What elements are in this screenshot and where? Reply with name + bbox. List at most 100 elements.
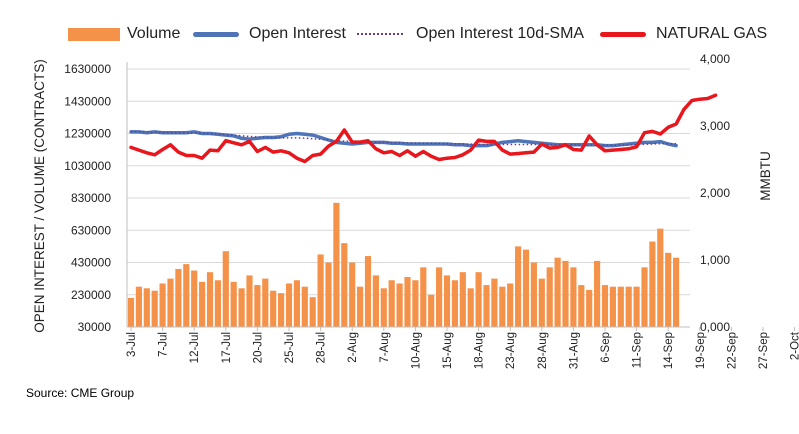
volume-bar [546, 267, 553, 327]
volume-bar [586, 289, 593, 327]
legend-natural-gas-swatch [600, 31, 646, 37]
x-tick-label: 19-Sep [695, 332, 707, 369]
volume-bar [617, 286, 624, 327]
volume-bar [475, 272, 482, 327]
volume-bar [317, 254, 324, 327]
volume-bar [159, 283, 166, 327]
volume-bar [443, 275, 451, 327]
legend-volume: Volume [68, 22, 180, 46]
volume-bar [570, 267, 577, 327]
left-tick-label: 430000 [71, 256, 111, 270]
x-tick-label: 31-Aug [568, 332, 580, 369]
volume-bar [396, 283, 403, 327]
volume-bar [341, 243, 348, 327]
volume-bar [301, 286, 308, 327]
x-tick-label: 2-Aug [347, 332, 359, 363]
x-tick-label: 28-Jul [316, 332, 328, 363]
volume-bar [278, 293, 285, 327]
volume-bar [254, 285, 261, 327]
left-tick-label: 1030000 [64, 159, 111, 173]
legend-sma: Open Interest 10d-SMA [357, 22, 584, 46]
volume-bar [515, 246, 522, 327]
legend-natural-gas-label: NATURAL GAS [656, 25, 768, 42]
volume-bar [499, 286, 506, 327]
x-axis-ticks: 3-Jul 7-Jul 12-Jul 17-Jul 20-Jul 25-Jul 28-Jul… [126, 327, 799, 369]
volume-bar [609, 286, 616, 327]
volume-bars [127, 202, 680, 327]
volume-bar [262, 278, 269, 327]
volume-bar [507, 283, 514, 327]
volume-bar [293, 280, 300, 327]
x-tick-label: 20-Jul [252, 332, 264, 363]
left-tick-label: 1430000 [64, 94, 111, 108]
grid-lines [127, 68, 690, 296]
volume-bar [325, 262, 332, 327]
legend-open-interest: Open Interest [193, 22, 346, 46]
volume-bar [238, 288, 245, 327]
left-tick-label: 1230000 [64, 127, 111, 141]
right-tick-label: 2,000 [700, 186, 730, 200]
x-tick-label: 17-Jul [221, 332, 233, 363]
volume-bar [230, 281, 237, 327]
right-tick-label: 4,000 [700, 52, 730, 66]
volume-bar [578, 285, 585, 327]
volume-bar [483, 285, 490, 327]
source-note: Source: CME Group [26, 386, 135, 400]
volume-bar [183, 264, 190, 327]
x-tick-label: 10-Aug [410, 332, 422, 369]
volume-bar [641, 267, 648, 327]
x-tick-label: 15-Aug [442, 332, 454, 369]
x-tick-label: 3-Jul [126, 332, 138, 357]
volume-bar [135, 286, 142, 327]
volume-bar [412, 280, 419, 327]
volume-bar [594, 260, 601, 327]
volume-bar [491, 278, 498, 327]
volume-bar [309, 297, 316, 327]
volume-bar [357, 286, 364, 327]
right-tick-label: 0,000 [700, 320, 730, 334]
volume-bar [214, 280, 221, 327]
volume-bar [633, 286, 640, 327]
volume-bar [428, 294, 435, 327]
legend-open-interest-label: Open Interest [249, 25, 346, 42]
volume-bar [167, 278, 174, 327]
x-tick-label: 25-Jul [284, 332, 296, 363]
volume-bar [151, 290, 158, 327]
right-axis-title: MMBTU [758, 151, 773, 201]
volume-bar [522, 249, 530, 327]
legend: Volume Open Interest Open Interest 10d-S… [0, 22, 799, 46]
legend-open-interest-swatch [193, 31, 239, 37]
volume-bar [246, 275, 253, 327]
open-interest-sma-line [130, 130, 677, 147]
volume-bar [380, 288, 387, 327]
volume-bar [364, 256, 372, 327]
left-tick-label: 230000 [71, 288, 111, 302]
legend-volume-swatch [68, 27, 120, 41]
volume-bar [467, 288, 474, 327]
volume-bar [530, 262, 537, 327]
left-tick-label: 830000 [71, 191, 111, 205]
volume-bar [649, 241, 656, 327]
x-tick-label: 28-Aug [537, 332, 549, 369]
x-tick-label: 14-Sep [663, 332, 675, 369]
x-tick-label: 7-Jul [158, 332, 170, 357]
left-tick-label: 30000 [78, 320, 112, 334]
volume-bar [459, 272, 466, 327]
x-tick-label: 22-Sep [726, 332, 738, 369]
legend-natural-gas: NATURAL GAS [600, 22, 767, 46]
legend-sma-label: Open Interest 10d-SMA [416, 25, 585, 42]
volume-bar [451, 280, 458, 327]
left-tick-label: 630000 [71, 223, 111, 237]
left-axis-ticks: 1630000 1430000 1230000 1030000 830000 630000… [64, 62, 111, 334]
volume-bar [436, 267, 443, 327]
volume-bar [206, 272, 214, 327]
right-axis-ticks: 4,000 3,000 2,000 1,000 0,000 [700, 52, 730, 334]
volume-bar [333, 202, 340, 327]
volume-bar [349, 262, 356, 327]
volume-bar [199, 281, 206, 327]
legend-sma-swatch [357, 33, 403, 35]
x-tick-label: 27-Sep [758, 332, 770, 369]
right-tick-label: 1,000 [700, 253, 730, 267]
x-tick-label: 23-Aug [505, 332, 517, 369]
